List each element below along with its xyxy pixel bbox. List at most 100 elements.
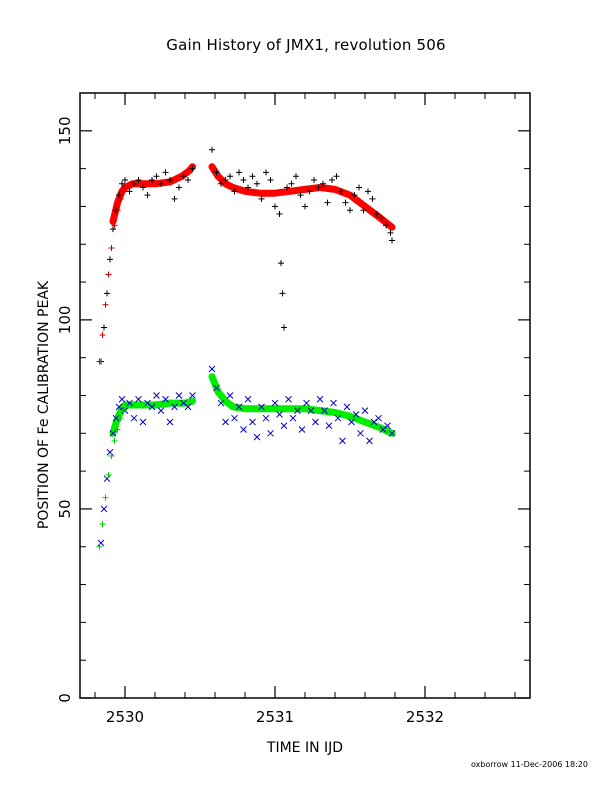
data-point	[245, 184, 251, 191]
data-point	[131, 180, 137, 187]
data-point	[184, 403, 192, 411]
y-tick-label: 50	[56, 499, 74, 518]
data-point	[112, 414, 120, 422]
data-point	[361, 407, 369, 414]
data-point	[254, 180, 260, 187]
data-point	[351, 192, 358, 199]
data-point	[209, 146, 215, 153]
data-point	[285, 395, 292, 403]
data-point	[99, 521, 106, 528]
data-point	[97, 539, 105, 547]
data-point	[108, 453, 115, 459]
data-point	[120, 188, 127, 195]
data-point	[100, 505, 108, 513]
data-point	[240, 426, 247, 433]
data-point	[189, 392, 196, 399]
data-point	[119, 180, 125, 187]
data-point	[105, 271, 112, 278]
x-tick-label: 2532	[406, 708, 444, 726]
data-point	[357, 429, 364, 437]
data-point	[262, 414, 270, 422]
data-point	[347, 207, 353, 214]
data-point	[387, 229, 394, 236]
data-point	[389, 237, 395, 244]
data-point	[189, 165, 196, 172]
data-point	[120, 407, 127, 414]
data-point	[102, 494, 109, 501]
data-point	[111, 222, 118, 229]
data-point	[288, 180, 295, 187]
y-axis-ticks: 0 50 100 150	[56, 116, 530, 703]
data-point	[379, 426, 387, 433]
data-point	[126, 399, 133, 407]
data-point	[162, 169, 169, 176]
data-point	[378, 214, 385, 221]
data-point	[384, 422, 391, 430]
data-point	[375, 414, 382, 422]
y-tick-label: 150	[56, 116, 74, 145]
data-point	[116, 192, 122, 199]
y-axis-label: POSITION OF Fe CALIBRATION PEAK	[36, 280, 52, 530]
data-point	[235, 403, 243, 411]
data-point	[226, 392, 234, 399]
data-point	[278, 260, 284, 267]
data-point	[289, 414, 297, 422]
data-point	[365, 188, 371, 195]
y-tick-label: 100	[56, 306, 74, 335]
x-tick-label: 2531	[256, 708, 294, 726]
data-point	[366, 437, 373, 445]
data-point	[139, 418, 147, 426]
data-point	[267, 176, 274, 183]
data-point	[117, 415, 124, 422]
fit-curve	[109, 397, 196, 437]
data-point	[153, 173, 160, 180]
data-point	[324, 199, 331, 206]
data-point	[325, 422, 333, 430]
data-point	[339, 437, 346, 445]
data-point	[110, 226, 116, 233]
fit-curve	[208, 163, 396, 231]
data-point	[321, 407, 328, 414]
data-point	[222, 176, 229, 183]
data-point	[272, 203, 278, 210]
data-point	[271, 399, 279, 407]
fit-curve	[109, 163, 196, 226]
data-point	[118, 395, 126, 403]
data-point	[153, 392, 160, 399]
data-point	[369, 195, 376, 202]
data-point	[108, 245, 115, 252]
data-point	[302, 203, 308, 210]
data-point	[122, 184, 128, 191]
data-point	[306, 188, 313, 195]
data-point	[114, 426, 121, 433]
chart-title: Gain History of JMX1, revolution 506	[166, 36, 446, 54]
data-point	[279, 290, 286, 297]
data-point	[176, 184, 182, 191]
data-point	[316, 395, 324, 403]
data-point	[236, 169, 242, 176]
data-point	[231, 188, 238, 195]
data-point	[180, 173, 187, 180]
data-point	[130, 414, 138, 422]
data-point	[338, 188, 344, 195]
data-point	[107, 256, 113, 263]
data-point	[267, 429, 274, 437]
data-point	[122, 176, 128, 183]
data-point	[280, 422, 288, 430]
data-point	[115, 403, 123, 411]
y-tick-label: 0	[56, 693, 74, 703]
data-point	[140, 184, 146, 191]
data-point	[298, 426, 306, 433]
data-point	[342, 199, 349, 206]
data-point	[218, 180, 224, 187]
data-point	[231, 414, 238, 422]
data-point	[263, 169, 269, 176]
footer-stamp: oxborrow 11-Dec-2006 18:20	[471, 760, 588, 769]
data-point	[307, 407, 315, 414]
data-point	[329, 176, 335, 183]
data-point	[294, 407, 301, 414]
data-point	[258, 403, 265, 411]
data-point	[311, 176, 317, 183]
data-point	[109, 429, 117, 437]
